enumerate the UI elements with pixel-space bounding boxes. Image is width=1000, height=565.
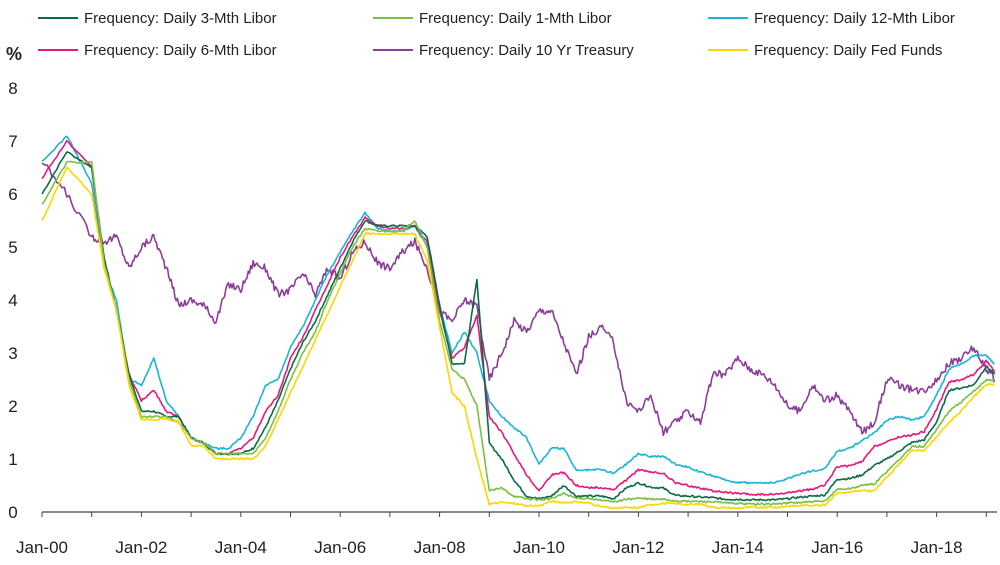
x-tick-label: Jan-12 <box>612 538 664 557</box>
legend-item: Frequency: Daily 3-Mth Libor <box>38 10 277 27</box>
y-tick-label: 3 <box>8 344 17 363</box>
series-line-frequency-daily-10-yr-treasury <box>41 162 996 437</box>
y-tick-label: 0 <box>8 503 17 522</box>
series-line-frequency-daily-1-mth-libor <box>41 160 995 506</box>
x-tick-label: Jan-18 <box>911 538 963 557</box>
legend-label: Frequency: Daily Fed Funds <box>754 42 942 59</box>
series-line-frequency-daily-6-mth-libor <box>41 139 996 497</box>
x-tick-label: Jan-04 <box>215 538 267 557</box>
y-tick-label: 7 <box>8 132 17 151</box>
x-tick-label: Jan-14 <box>712 538 764 557</box>
y-axis-unit-label: % <box>6 44 22 64</box>
x-tick-label: Jan-06 <box>314 538 366 557</box>
legend-label: Frequency: Daily 10 Yr Treasury <box>419 42 634 59</box>
legend-label: Frequency: Daily 6-Mth Libor <box>84 42 277 59</box>
legend-item: Frequency: Daily Fed Funds <box>708 42 942 59</box>
x-tick-label: Jan-00 <box>16 538 68 557</box>
y-tick-label: 4 <box>8 291 17 310</box>
y-tick-label: 2 <box>8 397 17 416</box>
legend-item: Frequency: Daily 6-Mth Libor <box>38 42 277 59</box>
y-tick-label: 5 <box>8 238 17 257</box>
legend-label: Frequency: Daily 12-Mth Libor <box>754 10 955 27</box>
plot-lines <box>41 135 996 510</box>
legend-label: Frequency: Daily 1-Mth Libor <box>419 10 612 27</box>
x-axis: Jan-00 Jan-02 Jan-04 Jan-06 Jan-08 Jan-10 Jan-… <box>16 511 997 557</box>
legend-label: Frequency: Daily 3-Mth Libor <box>84 10 277 27</box>
legend-item: Frequency: Daily 10 Yr Treasury <box>373 42 634 59</box>
legend: Frequency: Daily 3-Mth Libor Frequency: D… <box>38 10 955 59</box>
x-tick-label: Jan-16 <box>811 538 863 557</box>
y-tick-label: 6 <box>8 185 17 204</box>
legend-item: Frequency: Daily 12-Mth Libor <box>708 10 955 27</box>
x-tick-label: Jan-10 <box>513 538 565 557</box>
y-axis: 0 1 2 3 4 5 6 7 8 <box>8 79 17 522</box>
y-tick-label: 1 <box>8 450 17 469</box>
legend-item: Frequency: Daily 1-Mth Libor <box>373 10 612 27</box>
x-tick-label: Jan-08 <box>414 538 466 557</box>
y-tick-label: 8 <box>8 79 17 98</box>
x-tick-label: Jan-02 <box>115 538 167 557</box>
series-line-frequency-daily-12-mth-libor <box>41 135 995 485</box>
series-line-frequency-daily-fed-funds <box>41 166 995 510</box>
